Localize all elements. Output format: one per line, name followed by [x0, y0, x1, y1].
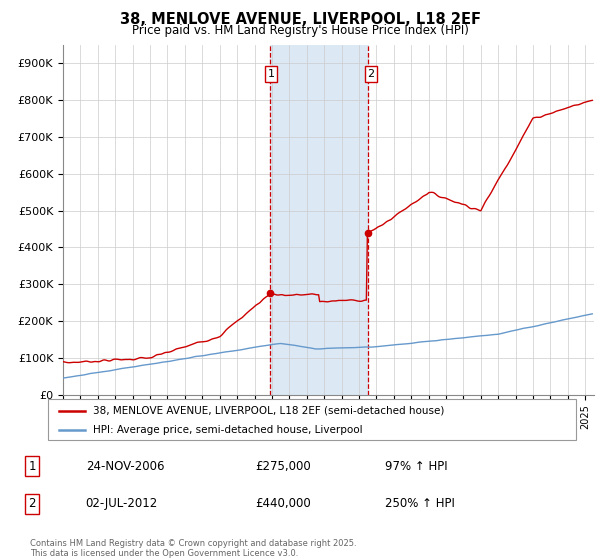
Text: 250% ↑ HPI: 250% ↑ HPI: [385, 497, 454, 510]
Bar: [270, 45, 368, 395]
Text: 24-NOV-2006: 24-NOV-2006: [86, 460, 164, 473]
Text: Contains HM Land Registry data © Crown copyright and database right 2025.
This d: Contains HM Land Registry data © Crown c…: [30, 539, 356, 558]
Text: Price paid vs. HM Land Registry's House Price Index (HPI): Price paid vs. HM Land Registry's House …: [131, 24, 469, 36]
Text: 02-JUL-2012: 02-JUL-2012: [86, 497, 158, 510]
Text: 1: 1: [28, 460, 36, 473]
Text: HPI: Average price, semi-detached house, Liverpool: HPI: Average price, semi-detached house,…: [93, 424, 362, 435]
Text: 97% ↑ HPI: 97% ↑ HPI: [385, 460, 447, 473]
Text: £440,000: £440,000: [255, 497, 311, 510]
Text: 38, MENLOVE AVENUE, LIVERPOOL, L18 2EF: 38, MENLOVE AVENUE, LIVERPOOL, L18 2EF: [119, 12, 481, 27]
Text: 1: 1: [268, 69, 275, 80]
Text: 2: 2: [368, 69, 375, 80]
FancyBboxPatch shape: [48, 399, 576, 440]
Text: 2: 2: [28, 497, 36, 510]
Text: £275,000: £275,000: [255, 460, 311, 473]
Text: 38, MENLOVE AVENUE, LIVERPOOL, L18 2EF (semi-detached house): 38, MENLOVE AVENUE, LIVERPOOL, L18 2EF (…: [93, 405, 444, 416]
